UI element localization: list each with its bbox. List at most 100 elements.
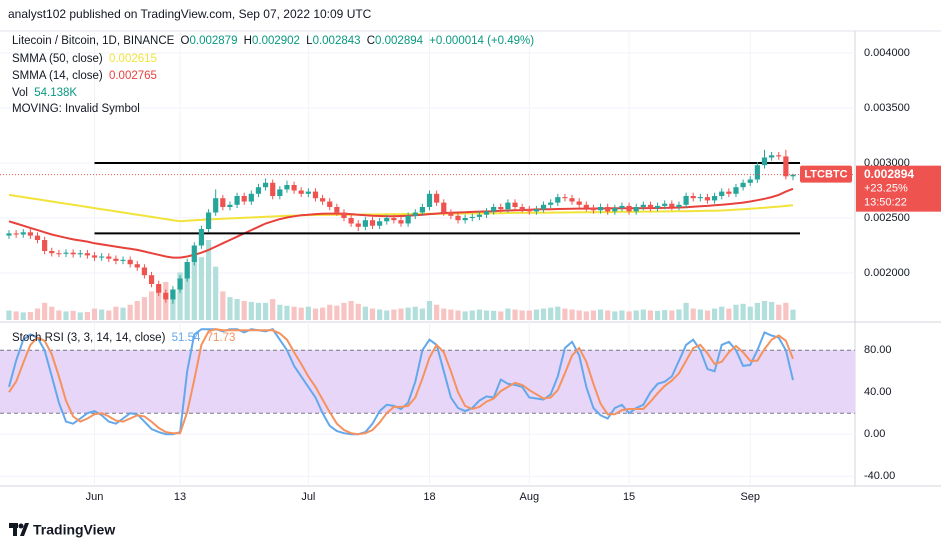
volume-bar xyxy=(377,309,383,320)
candle-body xyxy=(476,214,482,217)
price-tag: 0.002894 xyxy=(864,167,914,181)
candle-body xyxy=(776,155,782,157)
countdown-tag: 13:50:22 xyxy=(864,197,907,209)
x-tick-label: Jul xyxy=(301,491,315,503)
legend-row: Stoch RSI (3, 3, 14, 14, close) 51.54 71… xyxy=(12,332,238,344)
candle-body xyxy=(241,196,247,202)
indicator-name: SMMA (14, close) xyxy=(12,70,103,82)
volume-bar xyxy=(241,300,247,320)
candle-body xyxy=(498,207,504,210)
candle-body xyxy=(548,202,554,205)
ohlc-value: 0.002894 xyxy=(375,35,424,47)
volume-bar xyxy=(747,306,753,320)
volume-bar xyxy=(540,308,547,320)
volume-bar xyxy=(704,310,711,320)
candle-body xyxy=(426,193,433,207)
notice: MOVING: Invalid Symbol xyxy=(12,103,140,115)
volume-bar xyxy=(662,310,668,320)
volume-bar xyxy=(291,306,297,320)
volume-bar xyxy=(27,312,33,320)
smma-line xyxy=(8,193,794,223)
candle-body xyxy=(77,253,83,255)
candle-body xyxy=(633,207,639,212)
volume-bar xyxy=(191,253,197,320)
volume-bar xyxy=(134,300,140,320)
candle-body xyxy=(369,220,376,226)
volume-bar xyxy=(77,312,83,320)
volume-bar xyxy=(697,309,703,320)
x-tick-label: 18 xyxy=(423,491,435,503)
candle-body xyxy=(156,284,162,293)
volume-bar xyxy=(790,309,796,320)
volume-bar xyxy=(348,300,354,320)
candle-body xyxy=(141,267,148,276)
candle-body xyxy=(234,196,240,205)
candle-body xyxy=(690,196,696,199)
volume-bar xyxy=(277,304,283,320)
volume-bar xyxy=(690,308,696,320)
volume-bar xyxy=(619,310,625,320)
indicator-value: 71.73 xyxy=(206,332,236,344)
indicator-value: 51.54 xyxy=(171,332,201,344)
candle-body xyxy=(305,191,311,194)
volume-bar xyxy=(270,299,276,320)
indicator-value: 54.138K xyxy=(34,87,78,99)
volume-bar xyxy=(63,311,69,320)
volume-bar xyxy=(234,299,240,320)
volume-bar xyxy=(391,309,397,320)
smma-line xyxy=(8,187,794,259)
volume-bar xyxy=(626,311,632,320)
volume-bar xyxy=(676,309,682,320)
y-tick-label: 0.002000 xyxy=(864,267,910,279)
stoch-line xyxy=(8,328,794,436)
candle-body xyxy=(533,209,540,212)
candle-body xyxy=(676,204,682,207)
volume-bar xyxy=(776,304,782,320)
candle-body xyxy=(540,204,547,210)
ohlc-value: 0.002879 xyxy=(189,35,238,47)
candle-body xyxy=(42,240,48,251)
volume-bar xyxy=(548,307,554,320)
volume-bar xyxy=(526,310,532,320)
volume-bar xyxy=(127,304,133,320)
volume-bar xyxy=(555,306,561,320)
symbol-title: Litecoin / Bitcoin, 1D, BINANCE xyxy=(12,35,175,47)
candle-body xyxy=(576,201,582,205)
volume-bar xyxy=(733,304,739,320)
candle-body xyxy=(20,232,26,235)
candle-body xyxy=(747,179,753,183)
candle-body xyxy=(790,174,796,177)
candle-body xyxy=(719,191,725,196)
volume-bar xyxy=(284,305,290,320)
candle-body xyxy=(84,253,90,256)
volume-bar xyxy=(533,309,540,320)
candle-body xyxy=(134,264,140,268)
volume-bar xyxy=(298,307,304,320)
candle-body xyxy=(13,233,19,235)
volume-bar xyxy=(512,309,518,320)
candle-body xyxy=(327,201,333,207)
candle-body xyxy=(205,212,212,229)
volume-bar xyxy=(612,311,618,320)
volume-bar xyxy=(569,309,575,320)
candle-body xyxy=(106,256,112,259)
volume-bar xyxy=(205,240,212,320)
indicator-value: 0.002615 xyxy=(108,53,157,65)
candle-body xyxy=(555,197,561,203)
volume-bar xyxy=(505,308,511,320)
candle-body xyxy=(619,205,625,209)
volume-bar xyxy=(462,311,468,320)
candle-body xyxy=(6,233,12,236)
volume-bar xyxy=(141,297,148,320)
candle-body xyxy=(312,191,319,199)
volume-bar xyxy=(562,308,568,320)
volume-bar xyxy=(712,308,718,320)
volume-bar xyxy=(448,309,454,320)
volume-bar xyxy=(106,310,112,320)
volume-bar xyxy=(198,257,205,320)
volume-bar xyxy=(426,300,433,320)
candle-body xyxy=(512,202,518,207)
candle-body xyxy=(213,198,219,213)
candle-body xyxy=(505,202,511,210)
